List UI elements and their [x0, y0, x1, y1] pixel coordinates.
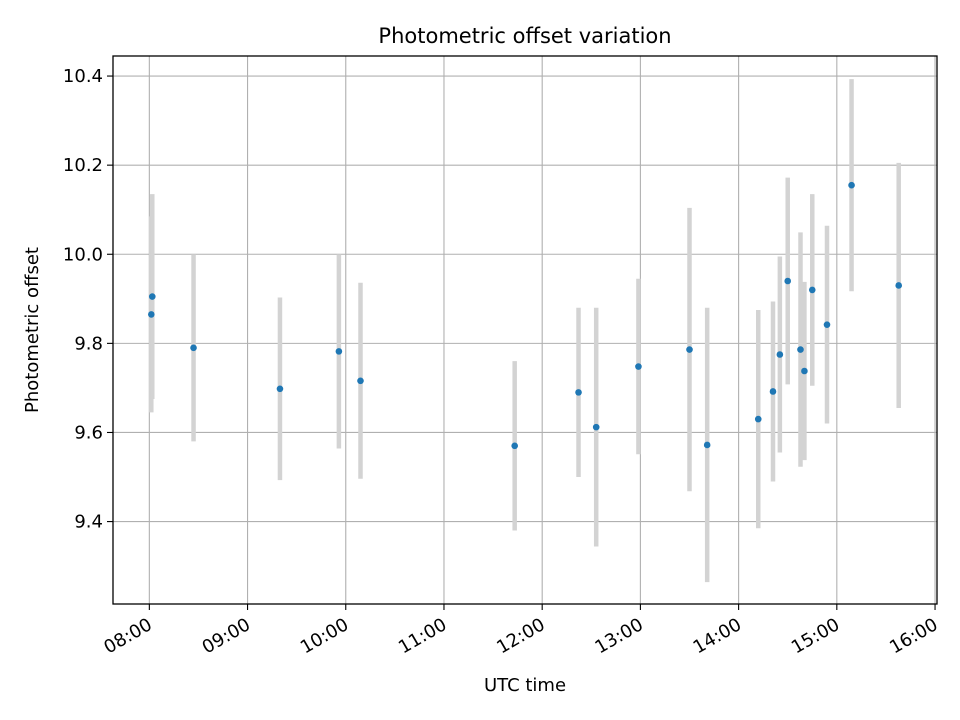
data-point [148, 311, 155, 318]
data-point [635, 363, 642, 370]
data-point [592, 423, 600, 431]
y-tick-label: 9.6 [74, 422, 103, 443]
data-points [148, 181, 902, 450]
y-tick-label: 9.8 [74, 333, 103, 354]
data-point [784, 277, 792, 285]
x-axis-label: UTC time [484, 675, 566, 696]
data-point [575, 389, 582, 396]
data-point [686, 346, 693, 353]
data-point [276, 385, 284, 393]
y-tick-label: 10.2 [63, 155, 103, 176]
y-axis-ticks: 9.4 9.6 9.8 10.0 10.2 10.4 [63, 66, 113, 533]
data-point [190, 344, 197, 352]
data-point [808, 286, 816, 294]
data-point [148, 293, 156, 300]
data-point [703, 441, 711, 449]
y-tick-label: 10.0 [63, 244, 103, 265]
data-point [797, 346, 804, 353]
data-point [823, 321, 831, 328]
data-point [776, 351, 784, 358]
y-tick-label: 9.4 [74, 512, 103, 533]
data-point [511, 442, 518, 450]
data-point [357, 377, 364, 385]
chart-title: Photometric offset variation [378, 24, 671, 48]
y-axis-label: Photometric offset [22, 247, 43, 413]
data-point [895, 282, 902, 289]
data-point [801, 367, 808, 375]
data-point [754, 415, 762, 423]
y-tick-label: 10.4 [63, 66, 103, 87]
data-point [769, 388, 777, 395]
data-point [335, 348, 343, 355]
data-point [848, 181, 855, 189]
plot-frame [112, 55, 938, 605]
